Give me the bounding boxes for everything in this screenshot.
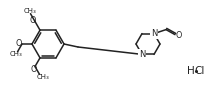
Text: N: N [151,29,157,38]
Text: N: N [139,50,145,59]
Text: CH₃: CH₃ [24,8,37,14]
Text: CH₃: CH₃ [10,51,23,57]
Text: O: O [31,65,37,74]
Text: H: H [187,66,195,76]
Text: O: O [29,16,36,25]
Text: Cl: Cl [195,66,205,76]
Text: O: O [175,31,182,40]
Text: O: O [16,39,22,48]
Text: CH₃: CH₃ [37,74,50,80]
